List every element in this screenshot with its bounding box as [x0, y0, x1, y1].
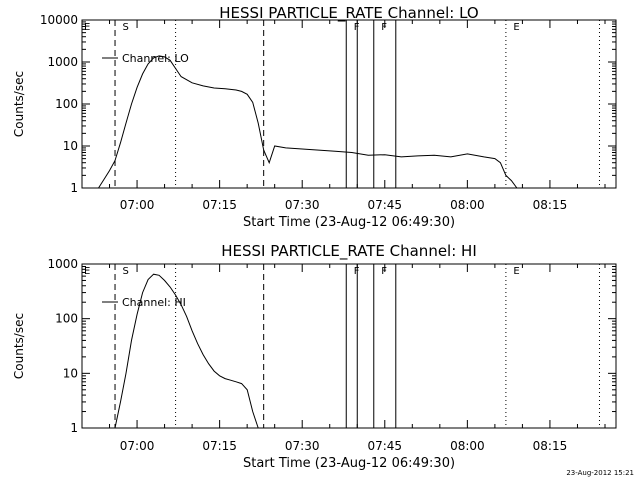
x-tick-label: 07:30 — [285, 198, 320, 212]
marker-label: F — [354, 22, 360, 33]
x-tick-label: 08:00 — [450, 439, 485, 453]
x-axis-label: Start Time (23-Aug-12 06:49:30) — [243, 456, 455, 471]
y-tick-label: 1000 — [47, 55, 78, 69]
marker-label: F — [381, 266, 387, 277]
y-tick-label: 100 — [55, 312, 78, 326]
x-tick-label: 08:00 — [450, 198, 485, 212]
marker-label: E — [84, 22, 90, 33]
panel-hi: HESSI PARTICLE_RATE Channel: HI Counts/se… — [12, 242, 617, 471]
panel-lo: HESSI PARTICLE_RATE Channel: LO Counts/se… — [12, 4, 617, 230]
marker-label: F — [381, 22, 387, 33]
y-tick-label: 100 — [55, 97, 78, 111]
marker-label: E — [84, 266, 90, 277]
legend-label: Channel: LO — [122, 52, 189, 65]
x-tick-label: 07:45 — [367, 439, 402, 453]
plot-frame — [81, 263, 617, 429]
x-tick-label: 08:15 — [533, 198, 568, 212]
x-tick-label: 07:15 — [202, 439, 237, 453]
series-line — [98, 55, 534, 189]
y-tick-label: 1000 — [47, 257, 78, 271]
x-tick-label: 07:45 — [367, 198, 402, 212]
plot-frame — [81, 19, 617, 189]
y-axis-label: Counts/sec — [12, 313, 26, 379]
series-line — [114, 273, 259, 429]
marker-label: E — [513, 266, 519, 277]
x-tick-label: 08:15 — [533, 439, 568, 453]
x-axis-label: Start Time (23-Aug-12 06:49:30) — [243, 215, 455, 230]
chart-title: HESSI PARTICLE_RATE Channel: LO — [219, 4, 478, 23]
x-tick-label: 07:30 — [285, 439, 320, 453]
y-tick-label: 10000 — [40, 13, 78, 27]
x-tick-label: 07:00 — [120, 439, 155, 453]
y-axis-label: Counts/sec — [12, 71, 26, 137]
footer-timestamp: 23-Aug-2012 15:21 — [566, 469, 634, 477]
legend-label: Channel: HI — [122, 296, 186, 309]
y-tick-label: 1 — [70, 421, 78, 435]
marker-label: S — [123, 266, 129, 277]
y-tick-label: 10 — [63, 366, 78, 380]
chart-title: HESSI PARTICLE_RATE Channel: HI — [221, 242, 477, 261]
marker-label: F — [354, 266, 360, 277]
marker-label: S — [123, 22, 129, 33]
x-tick-label: 07:15 — [202, 198, 237, 212]
x-tick-label: 07:00 — [120, 198, 155, 212]
y-tick-label: 1 — [70, 181, 78, 195]
marker-label: E — [513, 22, 519, 33]
y-tick-label: 10 — [63, 139, 78, 153]
